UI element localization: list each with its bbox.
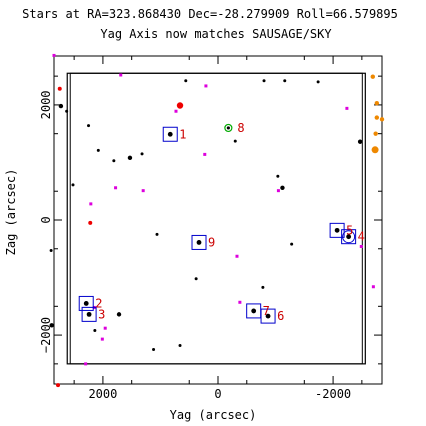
field-star: [58, 103, 64, 109]
magenta-star: [103, 326, 107, 330]
field-star: [71, 183, 75, 187]
field-star: [112, 159, 116, 163]
plot-subtitle: Yag Axis now matches SAUSAGE/SKY: [100, 27, 332, 41]
magenta-star: [235, 254, 239, 258]
x-tick-label: 2000: [88, 387, 117, 401]
acq-star-label: 8: [237, 121, 244, 135]
plot-title: Stars at RA=323.868430 Dec=-28.279909 Ro…: [22, 7, 398, 21]
acq-box: [341, 229, 357, 245]
acq-star-dot: [83, 301, 89, 306]
red-star: [88, 220, 93, 225]
red-star: [176, 102, 184, 109]
orange-star: [374, 115, 380, 120]
acq-star-label: 7: [263, 304, 270, 318]
orange-star: [373, 131, 378, 136]
magenta-star: [52, 53, 56, 57]
acq-box: [246, 303, 262, 319]
field-star: [155, 232, 159, 236]
guide-star-ring: [224, 123, 233, 133]
field-star: [316, 80, 320, 84]
guide-star-dot: [226, 126, 230, 130]
acq-star-label: 9: [208, 235, 215, 249]
field-star: [194, 277, 198, 281]
y-axis-label: Zag (arcsec): [4, 169, 18, 256]
acq-star-dot: [167, 131, 173, 137]
magenta-star: [141, 189, 145, 193]
acq-star-label: 3: [98, 307, 105, 321]
magenta-star: [204, 84, 208, 88]
acq-star-label: 6: [277, 309, 284, 323]
x-tick-label: 0: [214, 387, 221, 401]
field-of-view-outline: [66, 72, 366, 365]
acq-star-dot: [346, 234, 352, 240]
red-star: [57, 86, 62, 91]
acq-star-label: 1: [179, 127, 186, 141]
field-star: [290, 242, 294, 246]
field-star: [280, 185, 285, 190]
red-star: [56, 383, 61, 388]
field-star: [127, 155, 133, 161]
field-star: [261, 285, 265, 289]
magenta-star: [174, 109, 178, 113]
y-tick-label: 0: [39, 216, 53, 223]
field-star: [49, 323, 54, 328]
magenta-star: [345, 106, 349, 110]
x-axis-label: Yag (arcsec): [170, 408, 257, 422]
field-star: [96, 148, 100, 152]
acq-box: [329, 222, 345, 238]
magenta-star: [119, 73, 123, 77]
acq-box: [191, 234, 207, 250]
acq-box: [162, 126, 178, 142]
magenta-star: [89, 202, 93, 206]
y-tick-label: −2000: [39, 317, 53, 353]
fov-outer: [66, 72, 366, 365]
field-star: [233, 139, 237, 143]
acq-box: [78, 295, 94, 311]
magenta-star: [371, 285, 375, 289]
magenta-star: [100, 337, 104, 341]
field-star: [184, 79, 188, 83]
magenta-star: [114, 186, 118, 190]
magenta-star: [359, 244, 363, 248]
field-star: [262, 79, 266, 83]
acq-star-dot: [86, 311, 92, 317]
field-star: [178, 343, 182, 347]
acq-star-dot: [196, 240, 202, 245]
magenta-star: [84, 362, 88, 366]
acq-box: [81, 306, 97, 322]
magenta-star: [276, 189, 280, 193]
field-star: [276, 174, 280, 178]
field-star: [65, 109, 69, 113]
x-tick-label: -2000: [315, 387, 351, 401]
acq-star-label: 5: [346, 223, 353, 237]
field-star: [49, 248, 53, 252]
magenta-star: [203, 152, 207, 156]
orange-star: [371, 146, 379, 154]
acq-star-label: 4: [358, 230, 365, 244]
acq-star-label: 2: [95, 296, 102, 310]
orange-star: [379, 117, 385, 122]
acq-star-dot: [265, 313, 271, 319]
field-star: [140, 152, 144, 156]
y-tick-label: 2000: [39, 90, 53, 119]
magenta-star: [238, 300, 242, 304]
orange-star: [374, 100, 380, 106]
field-star: [116, 312, 122, 317]
acq-star-dot: [251, 308, 257, 314]
orange-star: [370, 74, 375, 79]
acq-circle: [342, 230, 356, 244]
plot-frame: [53, 55, 383, 385]
field-star: [87, 124, 91, 128]
field-star: [357, 139, 363, 144]
field-star: [93, 328, 97, 332]
acq-star-dot: [334, 227, 340, 233]
fov-inner: [69, 72, 363, 365]
field-star: [152, 347, 156, 351]
field-star: [283, 79, 287, 83]
